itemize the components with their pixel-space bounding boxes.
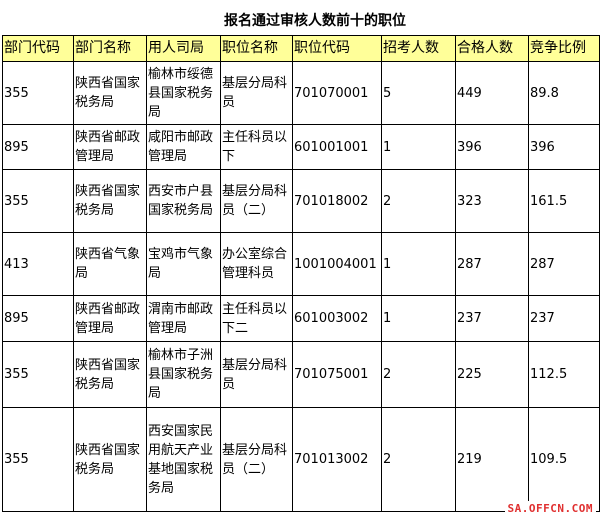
table-header-row: 部门代码 部门名称 用人司局 职位名称 职位代码 招考人数 合格人数 竞争比例: [2, 35, 600, 62]
table-cell: 89.8: [528, 61, 600, 125]
table-cell: 219: [455, 407, 529, 512]
column-header: 职位代码: [292, 35, 382, 62]
table-cell: 895: [2, 124, 74, 170]
table-cell: 咸阳市邮政管理局: [146, 124, 221, 170]
column-header: 部门名称: [73, 35, 147, 62]
positions-table: 部门代码 部门名称 用人司局 职位名称 职位代码 招考人数 合格人数 竞争比例 355 陕西省国…: [2, 35, 600, 512]
column-header: 招考人数: [381, 35, 456, 62]
table-cell: 基层分局科员（二）: [220, 407, 293, 512]
table-row: 355 陕西省国家税务局 西安市户县国家税务局 基层分局科员（二） 701018002 2…: [2, 169, 600, 233]
table-cell: 355: [2, 61, 74, 125]
table-cell: 355: [2, 341, 74, 408]
table-cell: 601003002: [292, 295, 382, 342]
table-row: 355 陕西省国家税务局 榆林市绥德县国家税务局 基层分局科员 701070001 5 44…: [2, 61, 600, 125]
table-cell: 225: [455, 341, 529, 408]
table-cell: 主任科员以下二: [220, 295, 293, 342]
table-cell: 355: [2, 407, 74, 512]
table-cell: 1: [381, 124, 456, 170]
table-cell: 5: [381, 61, 456, 125]
table-cell: 基层分局科员: [220, 341, 293, 408]
table-cell: 237: [455, 295, 529, 342]
table-cell: 陕西省气象局: [73, 232, 147, 296]
table-cell: 701075001: [292, 341, 382, 408]
table-cell: 449: [455, 61, 529, 125]
table-cell: 701070001: [292, 61, 382, 125]
table-cell: 陕西省国家税务局: [73, 341, 147, 408]
column-header: 部门代码: [2, 35, 74, 62]
table-cell: 主任科员以下: [220, 124, 293, 170]
table-cell: 宝鸡市气象局: [146, 232, 221, 296]
table-cell: 2: [381, 169, 456, 233]
table-cell: 办公室综合管理科员: [220, 232, 293, 296]
table-row: 413 陕西省气象局 宝鸡市气象局 办公室综合管理科员 1001004001 1 287 28…: [2, 232, 600, 296]
table-cell: 109.5: [528, 407, 600, 512]
table-cell: 陕西省国家税务局: [73, 407, 147, 512]
table-cell: 陕西省国家税务局: [73, 169, 147, 233]
table-cell: 287: [455, 232, 529, 296]
table-cell: 西安国家民用航天产业基地国家税务局: [146, 407, 221, 512]
table-cell: 287: [528, 232, 600, 296]
table-row: 895 陕西省邮政管理局 咸阳市邮政管理局 主任科员以下 601001001 1 396 39…: [2, 124, 600, 170]
table-row: 355 陕西省国家税务局 榆林市子洲县国家税务局 基层分局科员 701075001 2 22…: [2, 341, 600, 408]
table-cell: 601001001: [292, 124, 382, 170]
table-row: 355 陕西省国家税务局 西安国家民用航天产业基地国家税务局 基层分局科员（二） 701…: [2, 407, 600, 512]
table-cell: 陕西省国家税务局: [73, 61, 147, 125]
table-cell: 2: [381, 407, 456, 512]
table-cell: 396: [528, 124, 600, 170]
table-cell: 396: [455, 124, 529, 170]
table-cell: 陕西省邮政管理局: [73, 295, 147, 342]
column-header: 竞争比例: [528, 35, 600, 62]
table-cell: 323: [455, 169, 529, 233]
table-cell: 渭南市邮政管理局: [146, 295, 221, 342]
table-cell: 1: [381, 295, 456, 342]
column-header: 合格人数: [455, 35, 529, 62]
watermark: SA.OFFCN.COM: [504, 501, 596, 516]
table-cell: 413: [2, 232, 74, 296]
table-cell: 161.5: [528, 169, 600, 233]
table-cell: 112.5: [528, 341, 600, 408]
table-cell: 榆林市绥德县国家税务局: [146, 61, 221, 125]
column-header: 职位名称: [220, 35, 293, 62]
table-cell: 895: [2, 295, 74, 342]
table-cell: 陕西省邮政管理局: [73, 124, 147, 170]
page-title: 报名通过审核人数前十的职位: [224, 13, 406, 29]
table-cell: 701013002: [292, 407, 382, 512]
table-cell: 701018002: [292, 169, 382, 233]
table-row: 895 陕西省邮政管理局 渭南市邮政管理局 主任科员以下二 601003002 1 237 2…: [2, 295, 600, 342]
table-cell: 355: [2, 169, 74, 233]
table-cell: 西安市户县国家税务局: [146, 169, 221, 233]
table-cell: 基层分局科员（二）: [220, 169, 293, 233]
table-cell: 237: [528, 295, 600, 342]
column-header: 用人司局: [146, 35, 221, 62]
table-cell: 基层分局科员: [220, 61, 293, 125]
table-cell: 1: [381, 232, 456, 296]
table-cell: 1001004001: [292, 232, 382, 296]
table-cell: 2: [381, 341, 456, 408]
table-cell: 榆林市子洲县国家税务局: [146, 341, 221, 408]
